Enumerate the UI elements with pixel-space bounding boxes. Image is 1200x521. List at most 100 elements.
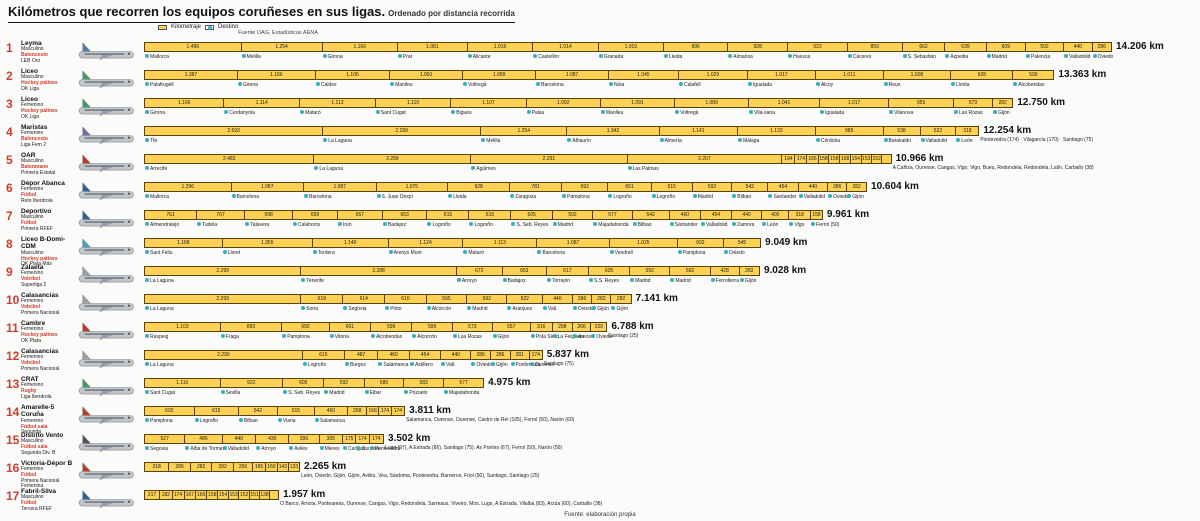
km-segment: 545 (723, 239, 761, 247)
airport-dot-icon (145, 166, 149, 171)
km-segment: 615 (651, 183, 693, 191)
dest-label: Sevilla (225, 390, 241, 396)
team-gender: Masculino (21, 46, 44, 53)
dest-label: Manlleu (395, 82, 413, 88)
dest-cell: Viana (277, 417, 314, 426)
team-rank: 13 (6, 377, 20, 391)
dest-cell (269, 501, 277, 510)
dest-cell: Oviedo (470, 361, 492, 370)
km-segment: 1.091 (600, 99, 676, 107)
airport-dot-icon (456, 278, 461, 283)
airport-dot-icon (324, 390, 329, 395)
km-segment: 282 (993, 99, 1013, 107)
dest-label: Bigues (456, 110, 472, 116)
km-segment: 167 (184, 491, 196, 499)
team-row: 14 Amarelle-5 Coruña Femenino Fútbol sala Se… (6, 403, 1200, 435)
km-segment: 487 (344, 351, 379, 359)
km-segment: 1.092 (526, 99, 601, 107)
km-segment: 454 (409, 351, 442, 359)
km-segment: 1.091 (390, 71, 464, 79)
airport-dot-icon (608, 194, 613, 199)
dest-label: Barcelona (236, 194, 260, 200)
airport-dot-icon (448, 194, 453, 199)
km-segment: 1.110 (145, 379, 221, 387)
km-segment: 653 (502, 267, 547, 275)
km-segment: 286 (828, 183, 848, 191)
dest-cell: Bigues (450, 109, 525, 118)
km-segment: 928 (951, 71, 1014, 79)
dest-cell: Granada (598, 53, 663, 62)
airport-dot-icon (677, 250, 682, 255)
km-segment: 601 (329, 323, 372, 331)
dest-cell: Ourense (529, 361, 554, 370)
title-row: Kilómetros que recorren los equipos coru… (8, 3, 515, 23)
bar-zone: 217 182 174 167 165 158 154 153 152 151 138 1.957 k… (144, 487, 1200, 510)
bar-zone: 2.593 2.299 1.254 1.342 1.141 1.133 985 538 522 3… (144, 123, 1200, 146)
team-name: Liceo (21, 68, 38, 75)
dest-cell: Pamplona (281, 333, 329, 342)
dest-cell: Alcorcón (426, 305, 467, 314)
dest-cell (238, 501, 249, 510)
legend-km-swatch (158, 24, 167, 30)
airplane-icon (78, 378, 134, 397)
dest-label: Girona (327, 54, 343, 60)
dest-label: Soria (306, 306, 318, 312)
km-segment: 1.355 (222, 239, 313, 247)
airport-dot-icon (1013, 82, 1018, 87)
airport-dot-icon (145, 390, 149, 395)
legend-dest-swatch (205, 24, 215, 30)
team-rank: 10 (6, 293, 20, 307)
km-segment: 1.087 (536, 71, 609, 79)
dest-line: La Laguna Soria Segovia Pinto Alcorcón Madrid… (144, 305, 1200, 314)
airport-dot-icon (145, 306, 149, 311)
km-segment: 586 (364, 379, 405, 387)
dest-line: Mallorca Barcelona Barcelona S. Juan Despí L… (144, 193, 1200, 202)
dest-cell: Córdoba (815, 137, 883, 146)
airplane-icon (78, 42, 134, 61)
dest-cell: Pamplona (144, 417, 194, 426)
km-segment: 286 (572, 295, 593, 303)
dest-cell: Astillero (409, 361, 440, 370)
km-segment: 592 (467, 295, 508, 303)
dest-cell: Valladolid (700, 221, 731, 230)
team-sport: Fútbol (21, 220, 37, 227)
team-sport: Fútbol sala (21, 423, 48, 430)
km-segment: 165 (196, 491, 208, 499)
km-segment: 893 (220, 323, 283, 331)
dest-cell: S.S. Reyes (588, 277, 629, 286)
bar-zone: 761 707 698 659 657 653 615 615 605 592 577 542 460 4… (144, 207, 1200, 230)
km-segment: 522 (507, 295, 543, 303)
total-km: 13.363 km (1058, 69, 1107, 80)
airplane (76, 459, 144, 487)
team-row: 3 Liceo Femenino Hockey patines OK Liga 1.166… (6, 95, 1200, 123)
km-segment (269, 491, 279, 499)
airplane (76, 39, 144, 67)
dest-line: Tfe La Laguna Melilla Alhaurín Almería Málaga… (144, 137, 1200, 146)
dest-label: Burgos (349, 362, 366, 368)
team-league: Primera Nacional (21, 309, 60, 316)
airport-dot-icon (409, 362, 414, 367)
dest-label: Alcoy (820, 82, 834, 88)
airport-dot-icon (337, 222, 342, 227)
km-segment: 305 (319, 435, 344, 443)
km-segment: 542 (632, 211, 670, 219)
dest-cell: Oviedo (1092, 53, 1113, 62)
dest-cell: La Laguna (322, 137, 480, 146)
km-bar: 761 707 698 659 657 653 615 615 605 592 577 542 460 4… (144, 210, 823, 220)
dest-label: Lloret (227, 250, 241, 256)
team-name: Liceo (21, 96, 38, 103)
km-segment: 428 (710, 267, 740, 275)
dest-cell: Madrid (629, 277, 669, 286)
airport-dot-icon (883, 82, 888, 87)
dest-label: Segovia (348, 306, 367, 312)
team-meta: Calasancias Femenino Voleibol Primera Nacio… (21, 291, 76, 316)
team-meta: OAR Masculino Balonmano Primera Estatal (21, 151, 76, 176)
dest-cell: S. Sebastián (902, 53, 945, 62)
airport-dot-icon (526, 110, 531, 115)
km-segment: 761 (145, 211, 197, 219)
team-gender: Masculino (21, 74, 44, 81)
airport-dot-icon (238, 418, 243, 423)
airport-dot-icon (542, 306, 547, 311)
dest-label: Gijón (497, 334, 510, 340)
team-name: OAR (21, 152, 36, 159)
